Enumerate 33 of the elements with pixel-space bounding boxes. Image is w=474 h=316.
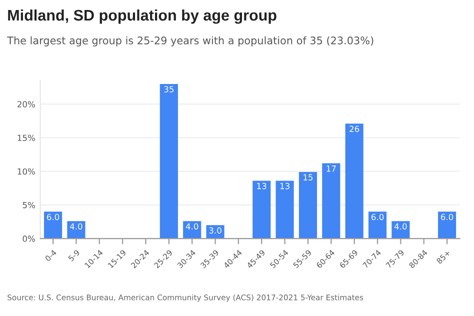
annotation: 13 bbox=[257, 182, 266, 190]
bar bbox=[322, 163, 340, 239]
y-tick-label: 5% bbox=[22, 202, 35, 208]
bar bbox=[67, 221, 86, 239]
bar bbox=[206, 225, 224, 239]
annotation: 6.0 bbox=[440, 214, 454, 220]
chart-subtitle: The largest age group is 25-29 years with a population of 35 (23.03%) bbox=[7, 36, 374, 46]
bar bbox=[368, 212, 387, 239]
annotation: 17 bbox=[326, 166, 336, 172]
y-tick-label: 0% bbox=[22, 236, 35, 242]
y-tick-label: 20% bbox=[18, 101, 35, 108]
annotation: 4.0 bbox=[394, 223, 407, 230]
y-tick-label: 15% bbox=[18, 134, 35, 142]
bar bbox=[392, 221, 410, 239]
annotation: 13 bbox=[280, 182, 290, 190]
annotation: 4.0 bbox=[70, 223, 82, 230]
annotation: 35 bbox=[164, 86, 174, 92]
bar bbox=[298, 172, 318, 239]
chart-title: Midland, SD population by age group bbox=[8, 9, 276, 24]
annotation: 15 bbox=[304, 174, 313, 180]
bar bbox=[44, 212, 62, 239]
annotation: 3.0 bbox=[209, 227, 222, 234]
bar bbox=[438, 212, 456, 239]
annotation: 26 bbox=[350, 126, 360, 132]
annotation: 6.0 bbox=[371, 214, 384, 220]
annotation: 4.0 bbox=[186, 223, 198, 230]
bar bbox=[276, 180, 294, 239]
bar bbox=[183, 221, 202, 239]
annotation: 6.0 bbox=[46, 214, 60, 220]
bar bbox=[345, 124, 364, 239]
y-tick-label: 10% bbox=[18, 168, 35, 175]
bar bbox=[160, 84, 178, 239]
bar bbox=[252, 180, 271, 239]
